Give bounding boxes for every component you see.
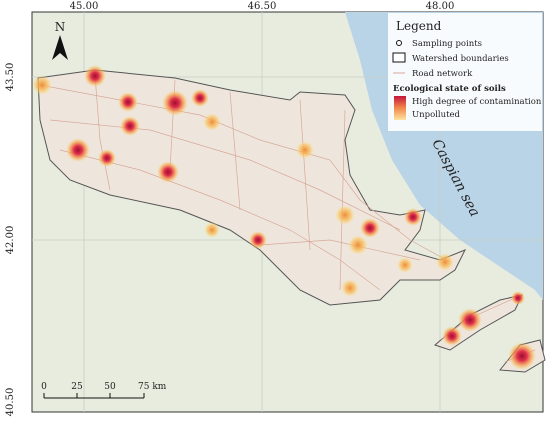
legend-symbol (396, 40, 402, 46)
scale-label: 50 (104, 382, 116, 392)
legend-symbol (392, 52, 406, 63)
legend-item: Road network (412, 69, 473, 79)
coord-label: 48.00 (426, 1, 455, 12)
legend-item: Watershed boundaries (412, 54, 509, 64)
coord-label: 46.50 (248, 1, 277, 12)
legend-subtitle: Ecological state of soils (393, 84, 506, 94)
left-labels: 43.50 42.00 40.50 (5, 63, 16, 417)
hotspots (32, 65, 536, 370)
coord-label: 42.00 (5, 226, 16, 255)
coord-label: 43.50 (5, 63, 16, 92)
legend-gradient (394, 96, 406, 120)
legend-item: Sampling points (412, 39, 482, 49)
legend-title: Legend (396, 19, 442, 33)
coord-label: 45.00 (70, 1, 99, 12)
top-labels: 45.00 46.50 48.00 (70, 1, 455, 12)
legend: Legend Sampling points Watershed boundar… (388, 13, 542, 131)
legend-gradient-label: Unpolluted (412, 110, 461, 120)
scale-label: 25 (71, 382, 83, 392)
scale-label: 75 km (138, 382, 167, 392)
north-label: N (55, 20, 66, 34)
coord-label: 40.50 (5, 388, 16, 417)
scale-label: 0 (41, 382, 47, 392)
north-arrow: N (52, 20, 68, 60)
legend-box (388, 13, 542, 131)
scale-bar: 0 25 50 75 km (41, 382, 167, 399)
legend-gradient-label: High degree of contamination (412, 97, 542, 107)
